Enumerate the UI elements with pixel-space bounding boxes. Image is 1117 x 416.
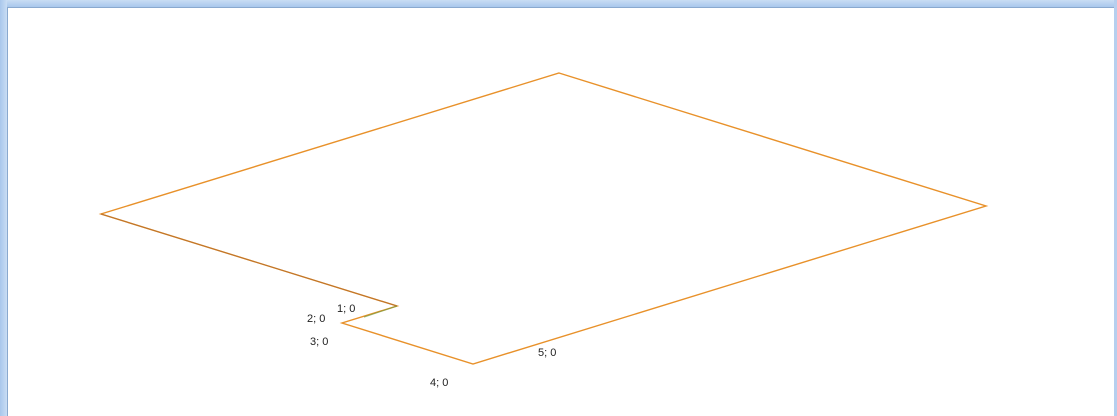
vertex-label-5: 5; 0 xyxy=(538,347,556,359)
window-frame-right xyxy=(1114,0,1117,416)
vertex-label-1: 1; 0 xyxy=(337,303,355,315)
polygon-edge-highlight xyxy=(100,213,398,307)
vertex-label-4: 4; 0 xyxy=(430,377,448,389)
frame-border-left xyxy=(7,7,8,416)
vertex-label-3: 3; 0 xyxy=(310,336,328,348)
frame-border-top xyxy=(7,7,1114,8)
polygon-outline[interactable] xyxy=(98,72,989,365)
vertex-label-2: 2; 0 xyxy=(307,313,325,325)
window-frame-top xyxy=(0,0,1117,7)
window-frame-left xyxy=(0,0,7,416)
polygon-edge-segment xyxy=(363,305,398,318)
